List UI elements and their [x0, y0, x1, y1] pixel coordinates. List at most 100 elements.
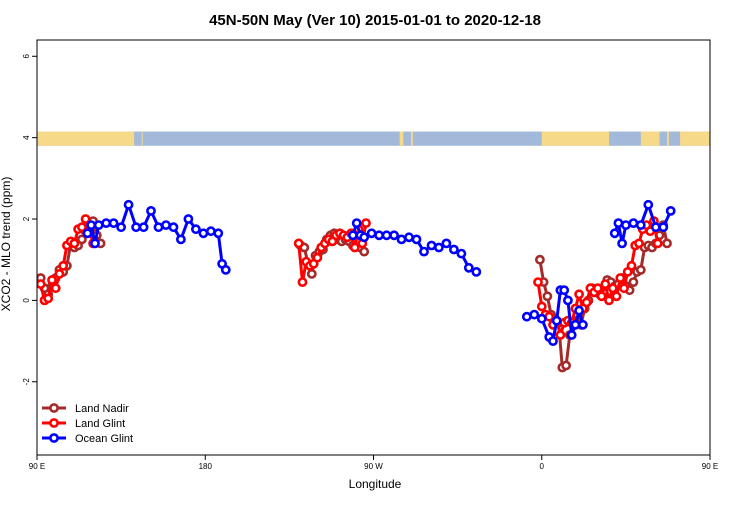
y-tick-label: -2: [22, 378, 31, 386]
ocean-glint-point: [93, 220, 104, 230]
ocean-glint-point: [559, 285, 570, 296]
ocean-glint-point: [635, 220, 646, 230]
ocean-glint-point: [548, 336, 558, 346]
ocean-glint-point: [82, 228, 93, 239]
land-nadir-point: [628, 277, 639, 287]
chart-title: 45N-50N May (Ver 10) 2015-01-01 to 2020-…: [209, 12, 541, 29]
ocean-glint-point: [351, 218, 362, 228]
legend-label-land-glint: Land Glint: [75, 418, 125, 430]
ocean-glint-point: [551, 315, 562, 326]
land-glint-point: [615, 273, 626, 283]
land-glint-point: [69, 238, 80, 249]
ocean-glint-point: [665, 205, 676, 216]
land-ocean-band: [37, 131, 710, 146]
ocean-glint-point: [190, 224, 201, 235]
ocean-glint-point: [617, 238, 627, 249]
y-tick-label: 6: [22, 54, 31, 59]
ocean-glint-point: [570, 319, 581, 330]
ocean-glint-point: [471, 266, 482, 277]
ocean-glint-point: [389, 230, 399, 241]
ocean-glint-point: [359, 232, 370, 243]
ocean-glint-point: [90, 238, 100, 249]
land-glint-point: [634, 238, 644, 249]
ocean-glint-point: [578, 319, 588, 330]
ocean-glint-point: [411, 234, 422, 245]
land-nadir-point: [306, 268, 317, 279]
ocean-glint-point: [448, 244, 459, 255]
ocean-glint-point: [131, 222, 141, 233]
land-glint-point: [544, 311, 555, 322]
x-tick-label: 180: [199, 462, 213, 471]
land-nadir-point: [77, 234, 87, 245]
land-glint-point: [533, 277, 543, 287]
ocean-glint-point: [536, 313, 547, 324]
y-tick-label: 2: [22, 216, 31, 221]
y-axis-label: XCO2 - MLO trend (ppm): [0, 177, 13, 312]
ocean-glint-point: [161, 220, 171, 230]
ocean-glint-point: [456, 248, 467, 259]
legend-swatch-point-land-glint: [49, 418, 59, 428]
x-tick-label: 90 W: [364, 462, 383, 471]
ocean-glint-point: [366, 228, 377, 239]
land-glint-point: [611, 291, 622, 302]
x-axis-label: Longitude: [349, 477, 402, 491]
ocean-glint-point: [658, 222, 669, 233]
land-glint-point: [626, 260, 637, 271]
legend: Land Nadir Land Glint Ocean Glint: [42, 403, 133, 445]
x-tick-label: 90 E: [702, 462, 718, 471]
land-glint-point: [607, 283, 618, 294]
ocean-glint-point: [138, 222, 149, 233]
ocean-glint-point: [86, 220, 97, 230]
ocean-glint-point: [168, 222, 179, 233]
land-band-8: [680, 131, 710, 146]
land-glint-point: [600, 279, 611, 289]
series-land-glint: [37, 214, 663, 340]
land-glint-point: [58, 260, 69, 271]
ocean-glint-point: [213, 228, 224, 239]
land-glint-point: [43, 293, 54, 304]
land-band-5: [541, 131, 610, 146]
ocean-glint-point: [183, 214, 194, 224]
ocean-glint-point: [609, 228, 620, 239]
ocean-glint-point: [650, 222, 661, 233]
land-glint-point: [596, 291, 607, 302]
ocean-glint-point: [175, 234, 186, 245]
legend-label-land-nadir: Land Nadir: [75, 403, 129, 415]
land-glint-point: [619, 283, 629, 294]
y-tick-label: 4: [22, 135, 31, 140]
ocean-glint-point: [404, 232, 414, 243]
land-glint-point: [349, 242, 360, 253]
ocean-glint-point: [220, 264, 231, 275]
land-glint-point: [297, 277, 308, 287]
ocean-glint-point: [563, 295, 573, 306]
land-glint-point: [536, 301, 547, 312]
land-glint-point: [80, 214, 91, 224]
land-nadir-point: [535, 254, 545, 265]
ocean-glint-point: [521, 311, 532, 322]
land-band-2: [141, 131, 143, 146]
land-nadir-point: [635, 264, 646, 275]
ocean-glint-point: [381, 230, 392, 241]
land-glint-point: [592, 283, 603, 294]
ocean-glint-point: [621, 220, 631, 230]
ocean-glint-point: [566, 330, 577, 340]
ocean-glint-point: [396, 234, 407, 245]
legend-swatch-point-land-nadir: [49, 403, 59, 413]
land-glint-point: [581, 297, 592, 308]
plot-area: [37, 199, 676, 373]
plot-frame: [36, 39, 711, 456]
ocean-glint-point: [441, 238, 452, 249]
land-band-1: [37, 131, 135, 146]
ocean-glint-point: [146, 205, 156, 216]
land-glint-point: [54, 268, 65, 279]
y-tick-label: 0: [22, 298, 31, 303]
ocean-glint-point: [123, 199, 134, 210]
legend-swatch-point-ocean-glint: [49, 433, 59, 443]
land-nadir-point: [542, 291, 553, 302]
land-glint-point: [37, 279, 46, 289]
land-band-6: [640, 131, 660, 146]
ocean-glint-point: [374, 230, 384, 241]
ocean-glint-point: [574, 305, 584, 316]
ocean-glint-point: [347, 230, 358, 241]
